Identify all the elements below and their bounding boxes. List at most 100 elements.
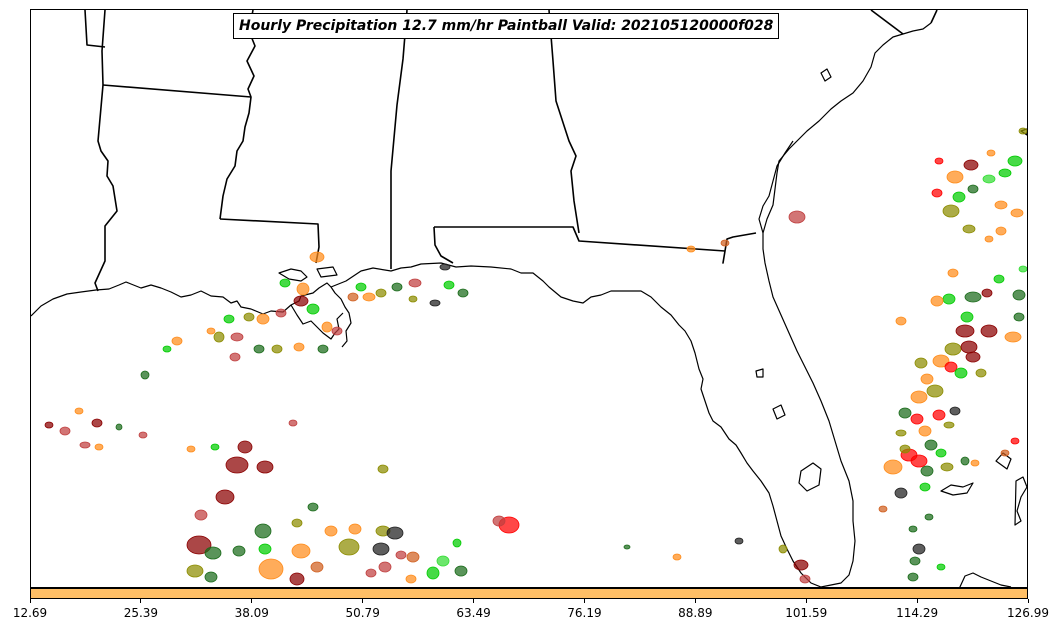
colorbar-tick-label: 88.89 bbox=[678, 606, 713, 620]
precip-paintball bbox=[426, 566, 440, 580]
precip-paintball bbox=[186, 564, 204, 578]
precip-paintball bbox=[960, 311, 974, 323]
precip-paintball bbox=[439, 263, 451, 271]
precip-paintball bbox=[984, 235, 994, 243]
precip-paintball bbox=[734, 537, 744, 545]
precip-paintball bbox=[279, 278, 291, 288]
precip-paintball bbox=[967, 184, 979, 194]
colorbar-tick bbox=[251, 599, 253, 603]
precip-paintball bbox=[986, 149, 996, 157]
lake-okeechobee bbox=[798, 462, 822, 492]
precip-paintball bbox=[293, 342, 305, 352]
precip-paintball bbox=[910, 390, 928, 404]
precip-paintball bbox=[405, 574, 417, 584]
precip-paintball bbox=[965, 351, 981, 363]
precip-paintball bbox=[1007, 155, 1023, 167]
precip-paintball bbox=[289, 572, 305, 586]
precip-paintball bbox=[436, 555, 450, 567]
precip-paintball bbox=[395, 550, 407, 560]
precip-paintball bbox=[408, 295, 418, 303]
precip-paintball bbox=[347, 292, 359, 302]
precip-paintball bbox=[271, 344, 283, 354]
precip-paintball bbox=[1010, 437, 1020, 445]
precip-paintball bbox=[932, 409, 946, 421]
state-boundaries bbox=[84, 10, 938, 292]
colorbar-tick bbox=[1027, 599, 1029, 603]
colorbar-tick-label: 50.79 bbox=[345, 606, 380, 620]
border-ar-la bbox=[102, 84, 252, 98]
colorbar-tick bbox=[140, 599, 142, 603]
precip-paintball bbox=[1018, 127, 1027, 135]
precip-paintball bbox=[293, 295, 309, 307]
precip-paintball bbox=[1010, 208, 1024, 218]
precip-paintball bbox=[254, 523, 272, 539]
precip-paintball bbox=[204, 546, 222, 560]
precip-paintball bbox=[256, 313, 270, 325]
precip-paintball bbox=[720, 239, 730, 247]
precip-paintball bbox=[213, 331, 225, 343]
precip-paintball bbox=[275, 308, 287, 318]
precip-paintball bbox=[321, 321, 333, 333]
precip-paintball bbox=[919, 482, 931, 492]
precip-paintball bbox=[171, 336, 183, 346]
precip-paintball bbox=[291, 543, 311, 559]
precip-paintball bbox=[964, 291, 982, 303]
precip-paintball bbox=[194, 509, 208, 521]
precip-paintball bbox=[223, 314, 235, 324]
precip-paintball bbox=[975, 368, 987, 378]
precip-paintball bbox=[926, 384, 944, 398]
precip-paintball bbox=[1004, 331, 1022, 343]
precip-paintball bbox=[237, 440, 253, 454]
precip-paintball bbox=[138, 431, 148, 439]
precip-paintball bbox=[215, 489, 235, 505]
border-ms-river bbox=[219, 10, 256, 220]
precip-paintball bbox=[204, 571, 218, 583]
colorbar-tick bbox=[916, 599, 918, 603]
coast-gulf-north bbox=[330, 22, 932, 587]
precip-paintball bbox=[429, 299, 441, 307]
precip-paintball bbox=[995, 226, 1007, 236]
precip-paintball bbox=[210, 443, 220, 451]
precip-paintball bbox=[799, 574, 811, 584]
precip-paintball bbox=[910, 454, 928, 468]
precip-paintball bbox=[258, 558, 284, 580]
colorbar-tick bbox=[29, 599, 31, 603]
precip-paintball bbox=[944, 342, 962, 356]
precip-paintball bbox=[256, 460, 274, 474]
precip-paintball bbox=[225, 456, 249, 474]
colorbar-tick bbox=[694, 599, 696, 603]
precip-paintball bbox=[942, 293, 956, 305]
precip-paintball bbox=[365, 568, 377, 578]
precip-paintball bbox=[963, 159, 979, 171]
precip-paintball bbox=[386, 526, 404, 540]
precipitation-paintballs bbox=[44, 127, 1027, 586]
lake-small-1 bbox=[772, 404, 786, 420]
coastline bbox=[31, 22, 1027, 587]
precip-paintball bbox=[375, 288, 387, 298]
precip-paintball bbox=[355, 282, 367, 292]
precip-paintball bbox=[391, 282, 403, 292]
precip-paintball bbox=[243, 312, 255, 322]
precip-paintball bbox=[686, 245, 696, 253]
precip-paintball bbox=[907, 572, 919, 582]
precip-paintball bbox=[324, 525, 338, 537]
precip-paintball bbox=[253, 344, 265, 354]
coast-islands bbox=[820, 68, 1027, 136]
border-nc-sc bbox=[930, 10, 938, 24]
precip-paintball bbox=[672, 553, 682, 561]
precip-paintball bbox=[115, 423, 123, 431]
precip-paintball bbox=[338, 538, 360, 556]
precip-paintball bbox=[895, 429, 907, 437]
precip-paintball bbox=[935, 448, 947, 458]
precip-paintball bbox=[378, 561, 392, 573]
precip-paintball bbox=[454, 565, 468, 577]
precip-paintball bbox=[936, 563, 946, 571]
precip-paintball bbox=[307, 502, 319, 512]
precip-paintball bbox=[331, 326, 343, 336]
colorbar-tick bbox=[805, 599, 807, 603]
precip-paintball bbox=[952, 191, 966, 203]
precip-paintball bbox=[408, 278, 422, 288]
map-panel[interactable] bbox=[30, 9, 1028, 588]
colorbar-tick-label: 25.39 bbox=[123, 606, 159, 620]
